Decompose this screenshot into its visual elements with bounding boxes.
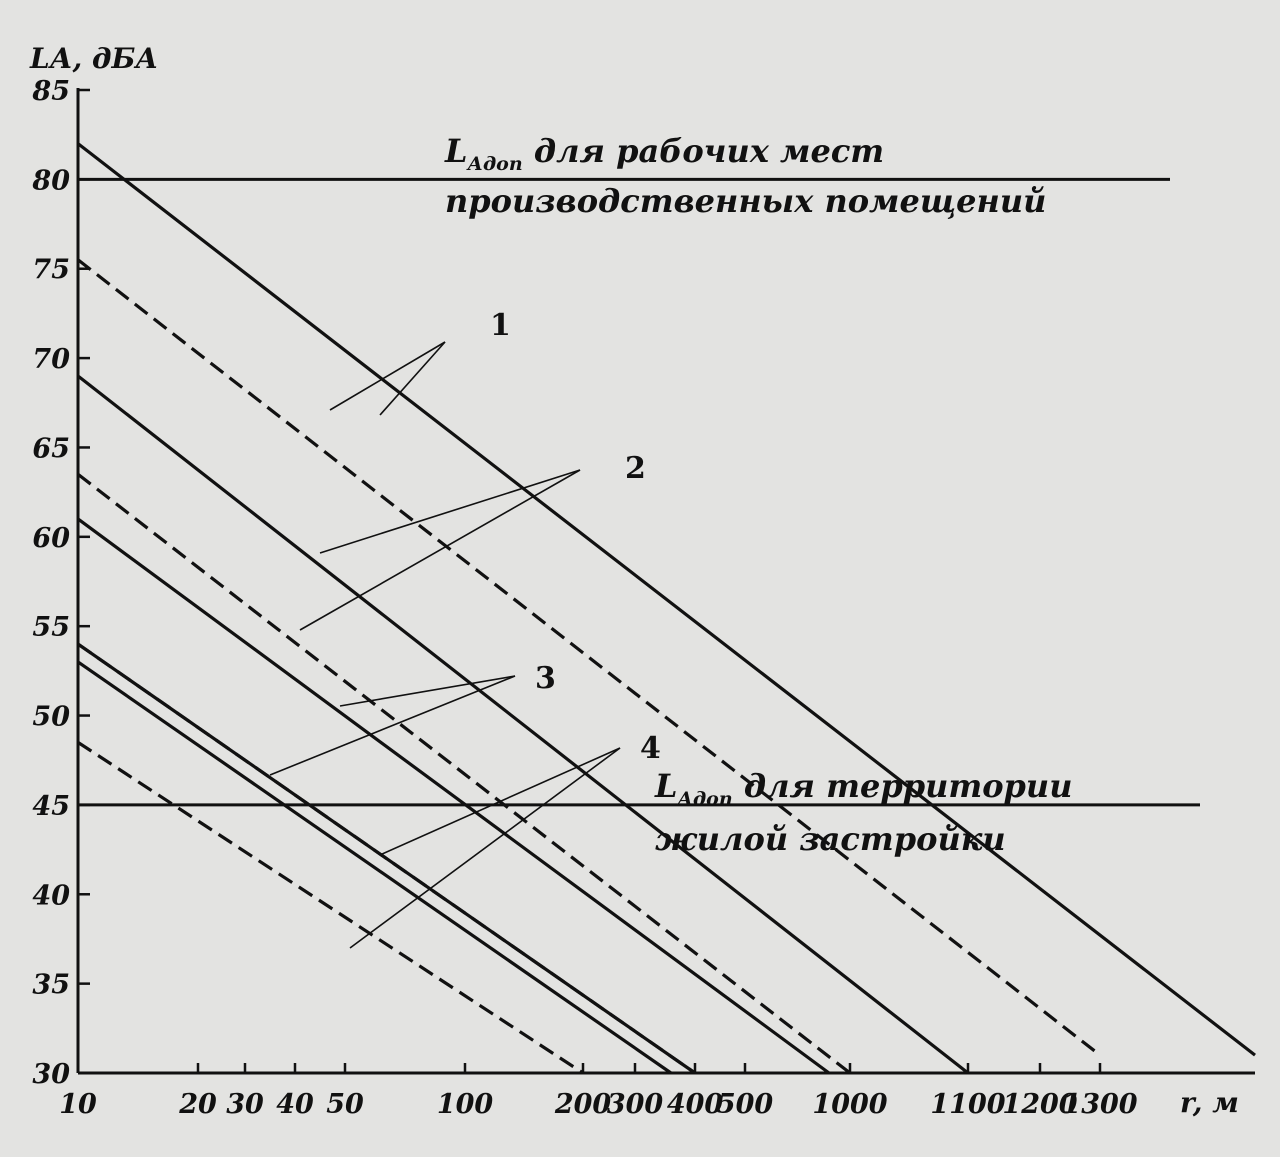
callout-label-2: 2	[625, 451, 646, 486]
y-tick-label: 40	[32, 880, 70, 911]
callout-label-3: 3	[535, 661, 556, 696]
y-tick-label: 85	[31, 76, 70, 107]
y-tick-label: 55	[32, 612, 70, 643]
y-axis-label: LА, дБА	[29, 42, 158, 75]
y-ticks: 30 35 40 45 50 55 60 65 70 75 80 85	[31, 76, 90, 1090]
y-tick-label: 45	[32, 791, 70, 822]
callout-label-4: 4	[640, 731, 661, 766]
reference-lines: LАдоп для рабочих мест производственных п…	[78, 132, 1200, 858]
series-group	[77, 142, 1256, 1075]
callout-pointer	[379, 747, 621, 856]
reference-line-label-line2: жилой застройки	[655, 820, 1006, 858]
x-tick-label: 1100	[930, 1089, 1005, 1120]
axes	[76, 88, 1255, 1075]
x-tick-label: 400	[667, 1089, 724, 1120]
x-tick-label: 1300	[1062, 1089, 1137, 1120]
y-tick-label: 80	[31, 165, 70, 196]
reference-line-label-line2: производственных помещений	[445, 182, 1046, 220]
x-tick-label: 200	[554, 1089, 612, 1120]
series-line-4	[77, 472, 851, 1075]
y-tick-label: 60	[32, 523, 70, 554]
callout-pointer	[269, 675, 516, 776]
x-tick-label: 1200	[1002, 1089, 1077, 1120]
x-tick-label: 40	[276, 1089, 314, 1120]
y-tick-label: 35	[32, 970, 70, 1001]
callout-pointer	[349, 747, 621, 949]
x-tick-label: 20	[178, 1089, 217, 1120]
callout-pointer	[329, 341, 446, 411]
callouts: 1 2 3 4	[269, 308, 661, 949]
y-tick-label: 70	[32, 344, 70, 375]
reference-line-label: LАдоп для территории	[654, 767, 1072, 810]
x-tick-label: 50	[326, 1089, 364, 1120]
series-line-9	[77, 741, 584, 1075]
x-tick-label: 10	[59, 1089, 97, 1120]
x-tick-label: 100	[437, 1089, 494, 1120]
reference-line-label: LАдоп для рабочих мест	[444, 132, 884, 175]
series-line-2	[77, 258, 1101, 1057]
text-labels: LА, дБА r, м	[29, 42, 1239, 1119]
callout-pointer	[379, 341, 446, 416]
x-tick-label: 300	[607, 1089, 664, 1120]
callout-label-1: 1	[490, 308, 511, 343]
y-tick-label: 30	[32, 1059, 70, 1090]
x-axis-label: r, м	[1180, 1086, 1239, 1119]
callout-pointer	[319, 469, 581, 554]
series-line-7	[77, 642, 696, 1075]
callout-pointer	[299, 469, 581, 631]
x-tick-label: 500	[717, 1089, 774, 1120]
series-line-3	[77, 374, 969, 1075]
y-tick-label: 75	[32, 255, 70, 286]
y-tick-label: 65	[32, 433, 70, 464]
x-tick-label: 1000	[812, 1089, 887, 1120]
series-line-5	[77, 517, 830, 1075]
callout-pointer	[339, 675, 516, 707]
series-line-8	[77, 660, 672, 1075]
y-tick-label: 50	[32, 702, 70, 733]
series-line-1	[77, 142, 1256, 1057]
x-tick-label: 30	[226, 1089, 264, 1120]
